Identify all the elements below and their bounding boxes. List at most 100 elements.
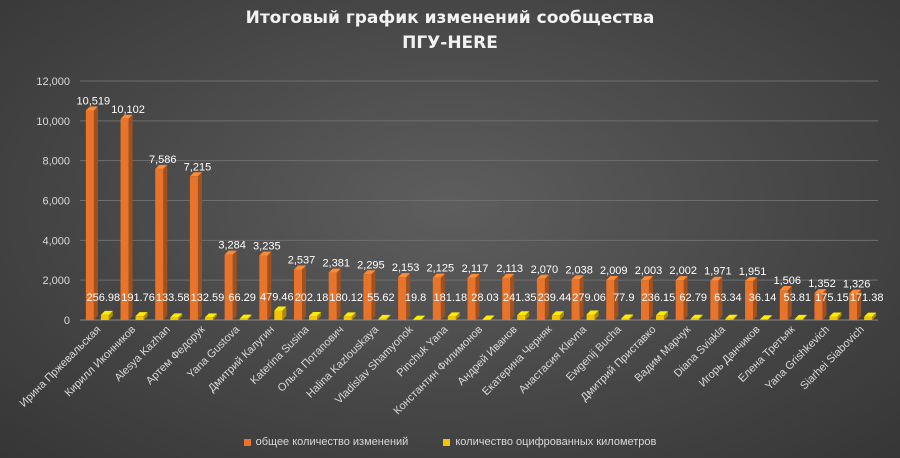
data-label: 62.79 — [679, 292, 707, 304]
x-tick-label: Siarhei Siabovich — [798, 324, 867, 393]
bar-top — [655, 311, 668, 316]
bar — [502, 277, 511, 320]
bar — [551, 315, 560, 320]
bar — [398, 277, 407, 320]
bar — [606, 279, 615, 320]
bar-side — [351, 312, 356, 320]
y-tick-label: 4,000 — [42, 235, 70, 247]
bar-top — [239, 314, 252, 319]
bar — [100, 314, 109, 320]
x-tick-label: Ольга Потапович — [276, 324, 347, 395]
data-label: 28.03 — [471, 292, 499, 304]
bar — [864, 316, 873, 320]
data-label: 133.58 — [156, 292, 190, 304]
data-label: 1,326 — [843, 279, 871, 291]
chart-title-line-1: Итоговый график изменений сообщества — [245, 8, 655, 28]
bar-top — [259, 251, 272, 256]
bar — [586, 314, 595, 320]
bar — [155, 168, 164, 320]
bar — [239, 318, 248, 320]
bar-top — [467, 273, 480, 278]
bar-top — [779, 286, 792, 291]
bar-top — [363, 270, 376, 275]
bar-side — [406, 273, 411, 320]
bar-top — [85, 106, 98, 111]
bar-side — [544, 274, 549, 320]
bar-side — [525, 311, 530, 320]
bar — [328, 272, 337, 320]
data-label: 236.15 — [642, 292, 676, 304]
bar — [224, 254, 233, 320]
bar-top — [551, 311, 564, 316]
bar-side — [455, 312, 460, 320]
bar-side — [490, 315, 495, 320]
x-tick-label: Yana Grishkevich — [763, 324, 832, 393]
data-label: 1,951 — [739, 266, 767, 278]
data-label: 2,038 — [565, 264, 593, 276]
bar — [482, 319, 491, 320]
bar — [204, 317, 213, 320]
bar — [189, 176, 198, 320]
bar-side — [440, 273, 445, 320]
bar-top — [398, 273, 411, 278]
data-label: 256.98 — [87, 292, 121, 304]
data-label: 19.8 — [405, 292, 426, 304]
bar-top — [204, 313, 217, 318]
bar-side — [163, 164, 168, 320]
y-tick-label: 2,000 — [42, 275, 70, 287]
bar — [690, 318, 699, 320]
data-label: 55.62 — [367, 292, 395, 304]
data-label: 479.46 — [260, 291, 294, 303]
bar — [760, 319, 769, 320]
bar — [536, 278, 545, 320]
y-tick-label: 10,000 — [36, 116, 70, 128]
data-label: 191.76 — [121, 292, 155, 304]
bar — [849, 293, 858, 320]
bar-side — [822, 289, 827, 320]
bar — [85, 110, 94, 320]
bar — [621, 318, 630, 320]
bar — [309, 315, 318, 320]
data-label: 1,506 — [773, 275, 801, 287]
bar — [745, 281, 754, 320]
bar-top — [274, 306, 287, 311]
bar-top — [849, 289, 862, 294]
data-label: 66.29 — [228, 292, 256, 304]
bar-side — [317, 311, 322, 320]
bar-side — [837, 312, 842, 320]
data-label: 1,352 — [808, 278, 836, 290]
data-label: 279.06 — [572, 292, 606, 304]
legend-swatch-digitized-km — [443, 438, 451, 446]
data-label: 181.18 — [433, 292, 467, 304]
bar-top — [100, 310, 113, 315]
bar-side — [212, 313, 217, 320]
data-label: 2,153 — [392, 262, 420, 274]
data-label: 7,215 — [184, 161, 212, 173]
data-label: 2,537 — [288, 254, 316, 266]
bar — [432, 277, 441, 320]
bar-side — [559, 311, 564, 320]
bar-top — [343, 312, 356, 317]
bar-side — [197, 172, 202, 320]
data-label: 2,009 — [600, 265, 628, 277]
data-label: 2,070 — [531, 264, 559, 276]
bar — [794, 318, 803, 320]
legend-item-total-edits: общее количество изменений — [243, 436, 408, 448]
bar-top — [224, 250, 237, 255]
bar-side — [510, 273, 515, 320]
data-label: 241.35 — [503, 292, 537, 304]
bar — [274, 310, 283, 320]
bar — [517, 315, 526, 320]
data-label: 53.81 — [783, 292, 811, 304]
bar-top — [482, 315, 495, 320]
bar-side — [282, 306, 287, 320]
bar-side — [753, 277, 758, 320]
bar-side — [421, 315, 426, 320]
bar-side — [371, 270, 376, 320]
bar-side — [698, 314, 703, 320]
bar-top — [309, 311, 322, 316]
bar-side — [718, 276, 723, 320]
legend-item-digitized-km: количество оцифрованных километров — [443, 436, 656, 448]
data-label: 180.12 — [329, 292, 363, 304]
